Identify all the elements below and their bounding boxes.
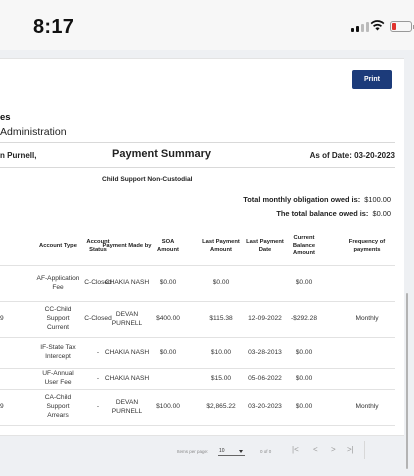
row-payment-made-by: CHAKIA NASH bbox=[104, 374, 150, 382]
row-last-payment-date: 03-20-2023 bbox=[248, 403, 282, 411]
header-account-type: Account Type bbox=[39, 242, 77, 249]
first-page-icon[interactable]: |< bbox=[292, 445, 299, 454]
status-time: 8:17 bbox=[33, 16, 75, 38]
cellular-signal-icon bbox=[351, 22, 369, 32]
payment-table: Account Type Account Status Payment Made… bbox=[0, 228, 395, 426]
table-header-row: Account Type Account Status Payment Made… bbox=[0, 228, 395, 266]
row-account-status: C-Closed bbox=[84, 279, 112, 287]
balance-label: The total balance owed is: bbox=[276, 209, 369, 218]
previous-page-icon[interactable]: < bbox=[313, 445, 318, 454]
row-clipped-cell bbox=[0, 338, 12, 368]
agency-name-line1: es bbox=[0, 112, 11, 123]
header-account-status: Account Status bbox=[86, 238, 110, 253]
row-payment-made-by: CHAKIA NASH bbox=[104, 348, 150, 356]
as-of-date: As of Date: 03-20-2023 bbox=[309, 151, 395, 160]
row-frequency bbox=[338, 338, 396, 368]
monthly-obligation: Total monthly obligation owed is: $100.0… bbox=[243, 195, 391, 204]
row-last-payment-amount: $15.00 bbox=[210, 374, 232, 382]
row-last-payment-amount: $115.38 bbox=[209, 315, 233, 323]
row-account-status: - bbox=[96, 374, 100, 382]
row-payment-made-by: DEVAN PURNELL bbox=[111, 398, 143, 415]
row-current-balance: $0.00 bbox=[295, 403, 313, 411]
row-account-status: - bbox=[96, 403, 100, 411]
header-soa-amount: SOA Amount bbox=[157, 238, 179, 253]
row-soa-amount: $400.00 bbox=[156, 315, 180, 323]
row-account-type: CA-Child Support Arrears bbox=[44, 394, 72, 419]
summary-header: n Purnell, Payment Summary As of Date: 0… bbox=[0, 142, 395, 168]
pagination: Items per page: 10 0 of 0 |< < > >| bbox=[0, 436, 404, 476]
dropdown-arrow-icon bbox=[239, 450, 243, 453]
row-clipped-cell: 9 bbox=[0, 403, 4, 411]
row-last-payment-amount: $0.00 bbox=[212, 279, 230, 287]
row-account-status: C-Closed bbox=[84, 315, 112, 323]
row-current-balance: $0.00 bbox=[295, 348, 313, 356]
row-last-payment-date: 03-28-2013 bbox=[248, 348, 282, 356]
table-row: AF-Application Fee C-Closed CHAKIA NASH … bbox=[0, 266, 395, 302]
items-per-page-select[interactable]: 10 bbox=[218, 446, 245, 456]
table-row: UF-Annual User Fee - CHAKIA NASH $15.00 … bbox=[0, 369, 395, 390]
row-clipped-cell bbox=[0, 369, 12, 389]
total-balance: The total balance owed is: $0.00 bbox=[276, 209, 391, 218]
items-per-page-value: 10 bbox=[219, 448, 225, 454]
row-soa-amount bbox=[152, 369, 184, 389]
row-soa-amount: $100.00 bbox=[156, 403, 180, 411]
obligation-label: Total monthly obligation owed is: bbox=[243, 195, 361, 204]
header-last-payment-amount: Last Payment Amount bbox=[202, 238, 240, 253]
table-row: 9 CA-Child Support Arrears - DEVAN PURNE… bbox=[0, 390, 395, 426]
row-frequency bbox=[338, 369, 396, 389]
row-clipped-cell: 9 bbox=[0, 315, 4, 323]
obligation-value: $100.00 bbox=[364, 195, 391, 204]
row-account-status: - bbox=[96, 348, 100, 356]
wifi-icon bbox=[370, 20, 385, 31]
vertical-scrollbar[interactable] bbox=[406, 293, 408, 469]
row-account-type: AF-Application Fee bbox=[36, 274, 80, 291]
balance-value: $0.00 bbox=[372, 209, 392, 218]
last-page-icon[interactable]: >| bbox=[347, 445, 354, 454]
payment-summary-card: Print es Administration n Purnell, Payme… bbox=[0, 58, 404, 436]
row-account-type: UF-Annual User Fee bbox=[42, 370, 74, 386]
row-soa-amount: $0.00 bbox=[159, 348, 177, 356]
row-last-payment-date bbox=[244, 266, 286, 301]
row-soa-amount: $0.00 bbox=[159, 279, 177, 287]
case-type-subtitle: Child Support Non-Custodial bbox=[102, 176, 193, 183]
row-last-payment-date: 05-06-2022 bbox=[248, 374, 282, 382]
row-payment-made-by: DEVAN PURNELL bbox=[111, 310, 143, 327]
row-frequency bbox=[338, 266, 396, 301]
items-per-page-label: Items per page: bbox=[177, 449, 209, 454]
header-current-balance: Current Balance Amount bbox=[292, 234, 316, 257]
header-frequency: Frequency of payments bbox=[348, 238, 386, 253]
print-button[interactable]: Print bbox=[352, 70, 392, 89]
agency-name-line2: Administration bbox=[0, 126, 67, 138]
row-frequency: Monthly bbox=[355, 315, 379, 323]
row-current-balance: $0.00 bbox=[295, 279, 313, 287]
status-bar: 8:17 bbox=[0, 0, 414, 50]
row-account-type: CC-Child Support Current bbox=[44, 306, 72, 331]
page-range: 0 of 0 bbox=[260, 449, 272, 454]
row-frequency: Monthly bbox=[355, 403, 379, 411]
row-clipped-cell bbox=[0, 266, 12, 301]
next-page-icon[interactable]: > bbox=[331, 445, 336, 454]
header-last-payment-date: Last Payment Date bbox=[246, 238, 284, 253]
row-last-payment-amount: $10.00 bbox=[210, 348, 232, 356]
row-current-balance: $0.00 bbox=[295, 374, 313, 382]
table-row: 9 CC-Child Support Current C-Closed DEVA… bbox=[0, 302, 395, 338]
row-account-type: IF-State Tax Intercept bbox=[40, 344, 76, 360]
pager-divider bbox=[364, 441, 365, 459]
row-last-payment-date: 12-09-2022 bbox=[248, 315, 282, 323]
row-payment-made-by: CHAKIA NASH bbox=[104, 279, 150, 287]
table-row: IF-State Tax Intercept - CHAKIA NASH $0.… bbox=[0, 338, 395, 369]
row-current-balance: -$292.28 bbox=[290, 315, 318, 323]
customer-name: n Purnell, bbox=[0, 151, 37, 160]
page-title: Payment Summary bbox=[112, 148, 212, 160]
header-payment-made-by: Payment Made by bbox=[102, 242, 152, 249]
battery-icon bbox=[390, 21, 414, 32]
row-last-payment-amount: $2,865.22 bbox=[206, 403, 236, 411]
